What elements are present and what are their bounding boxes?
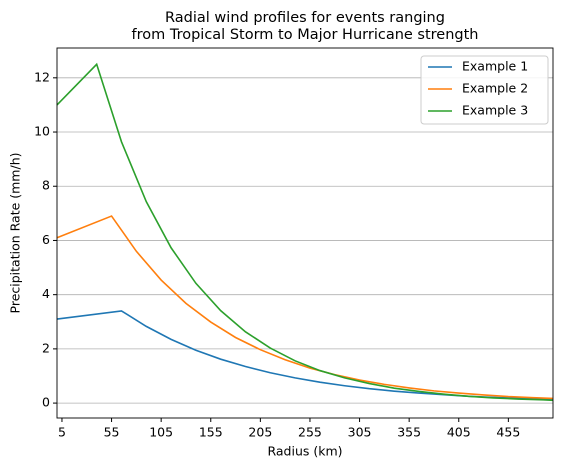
plot-frame bbox=[56, 47, 554, 419]
series-line bbox=[56, 310, 554, 401]
series-line bbox=[56, 215, 554, 400]
legend-label: Example 2 bbox=[462, 81, 528, 96]
y-tick-label: 8 bbox=[42, 178, 50, 193]
x-tick-label: 55 bbox=[104, 425, 120, 440]
y-tick-label: 10 bbox=[34, 124, 50, 139]
legend-label: Example 1 bbox=[462, 59, 528, 74]
x-tick-label: 305 bbox=[348, 425, 372, 440]
x-tick-label: 5 bbox=[58, 425, 66, 440]
x-tick-label: 455 bbox=[496, 425, 520, 440]
y-axis-label: Precipitation Rate (mm/h) bbox=[8, 153, 23, 314]
legend-label: Example 3 bbox=[462, 103, 528, 118]
legend-box bbox=[420, 55, 549, 125]
chart-title: from Tropical Storm to Major Hurricane s… bbox=[132, 27, 479, 43]
x-tick-label: 205 bbox=[248, 425, 272, 440]
series-line bbox=[56, 62, 554, 402]
x-tick-label: 105 bbox=[149, 425, 173, 440]
y-tick-label: 2 bbox=[42, 340, 50, 355]
x-tick-label: 355 bbox=[397, 425, 421, 440]
x-tick-label: 155 bbox=[199, 425, 223, 440]
x-axis-label: Radius (km) bbox=[267, 444, 342, 459]
y-tick-label: 4 bbox=[42, 286, 50, 301]
x-tick-label: 405 bbox=[447, 425, 471, 440]
chart-title: Radial wind profiles for events ranging bbox=[165, 10, 445, 26]
y-tick-label: 6 bbox=[42, 232, 50, 247]
x-tick-label: 255 bbox=[298, 425, 322, 440]
y-tick-label: 0 bbox=[42, 395, 50, 410]
y-tick-label: 12 bbox=[34, 69, 50, 84]
